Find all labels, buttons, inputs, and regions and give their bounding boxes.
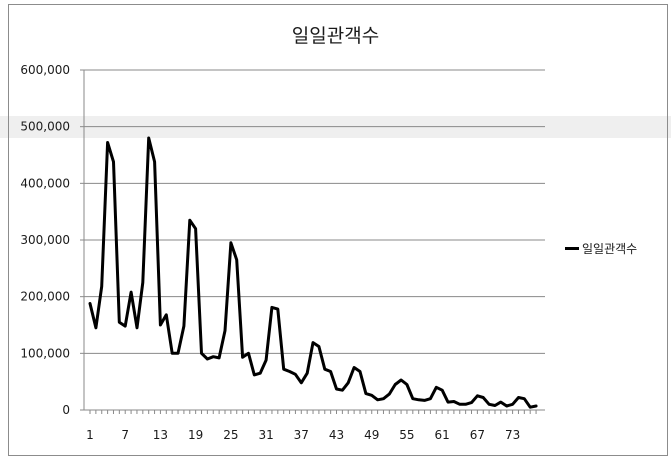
legend-label: 일일관객수 <box>582 242 638 256</box>
x-tick-label: 19 <box>188 428 203 442</box>
x-tick-label: 13 <box>153 428 168 442</box>
y-tick-label: 500,000 <box>20 120 70 134</box>
x-tick-label: 37 <box>294 428 309 442</box>
x-tick-label: 67 <box>470 428 485 442</box>
legend-swatch <box>565 247 579 250</box>
y-tick-label: 0 <box>62 403 70 417</box>
x-tick-label: 7 <box>121 428 129 442</box>
y-tick-label: 400,000 <box>20 176 70 190</box>
chart-legend: 일일관객수 <box>565 240 637 257</box>
y-tick-label: 100,000 <box>20 346 70 360</box>
series-line <box>88 136 538 409</box>
x-tick-label: 61 <box>435 428 450 442</box>
x-tick-label: 31 <box>258 428 273 442</box>
y-tick-label: 300,000 <box>20 233 70 247</box>
y-tick-label: 200,000 <box>20 290 70 304</box>
x-tick-label: 25 <box>223 428 238 442</box>
x-tick-label: 49 <box>364 428 379 442</box>
chart-frame <box>8 4 668 456</box>
chart-title: 일일관객수 <box>291 25 380 47</box>
y-tick-label: 600,000 <box>20 63 70 77</box>
x-tick-label: 73 <box>505 428 520 442</box>
x-tick-label: 43 <box>329 428 344 442</box>
x-tick-label: 55 <box>399 428 414 442</box>
x-tick-label: 1 <box>86 428 94 442</box>
